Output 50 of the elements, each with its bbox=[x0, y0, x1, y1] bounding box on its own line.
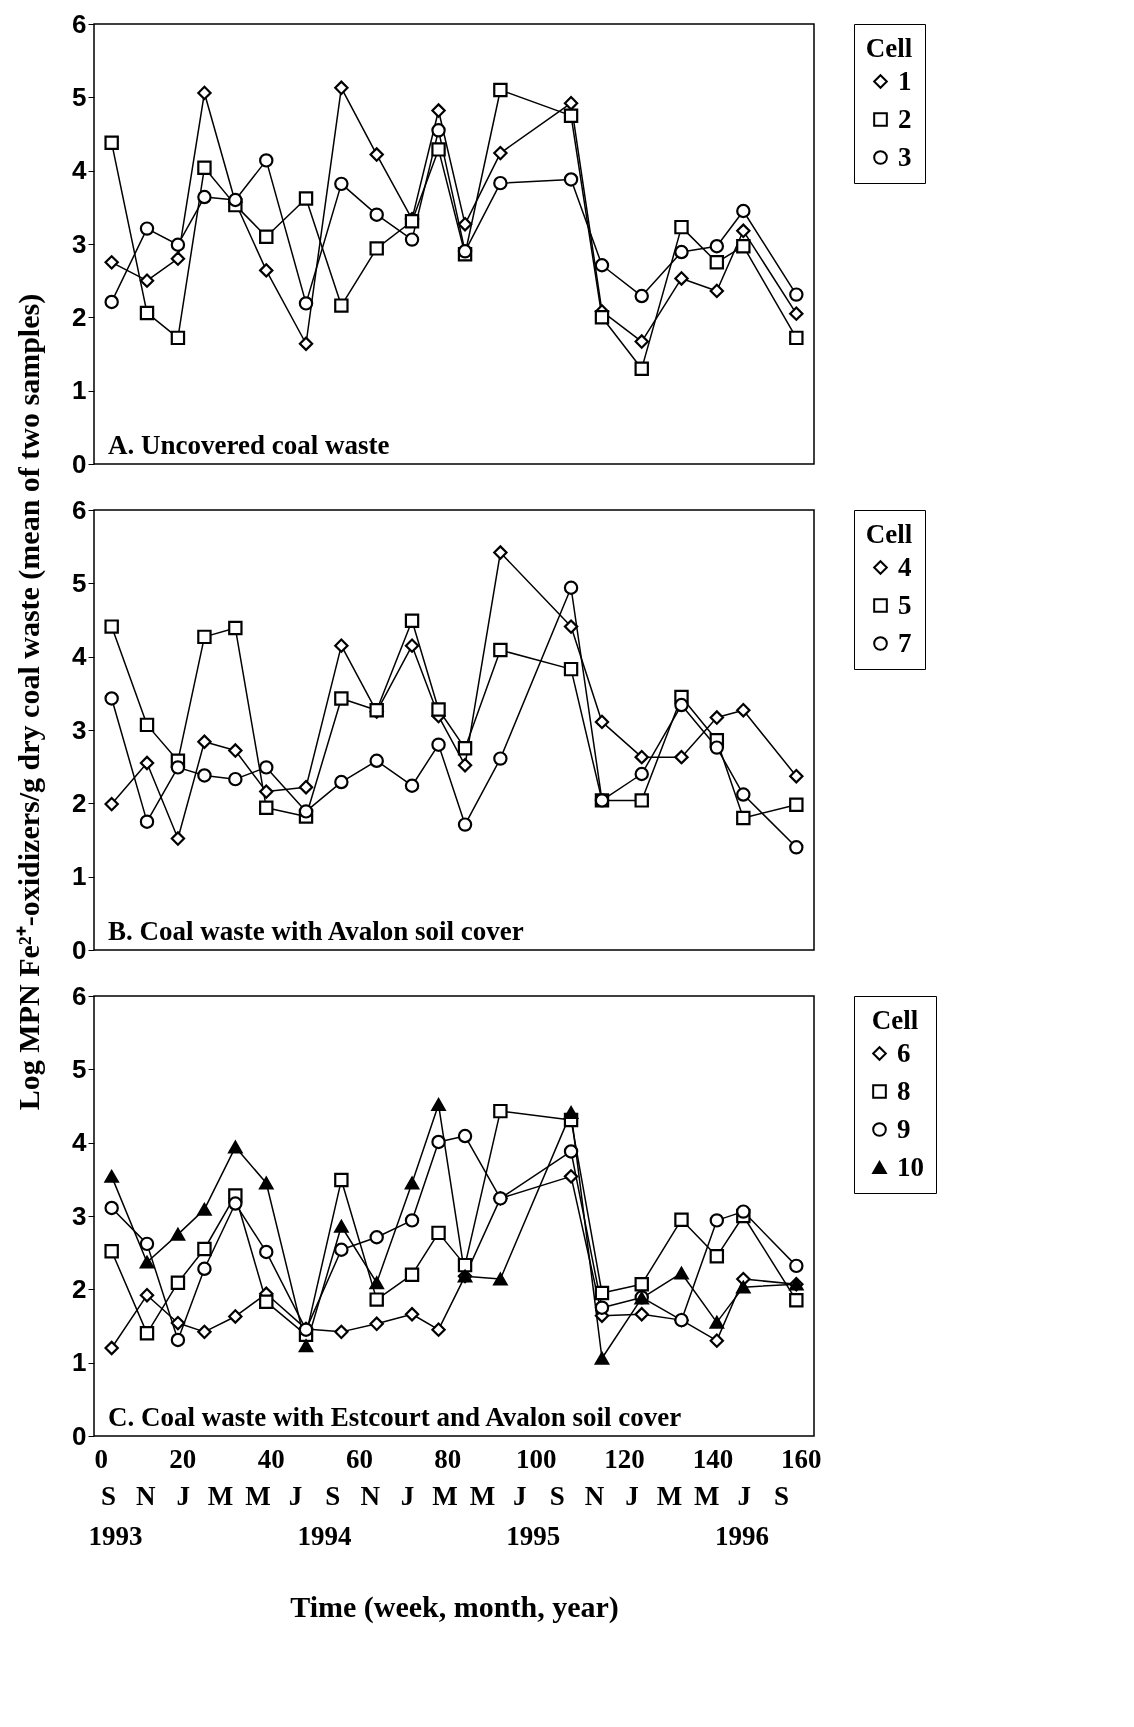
y-tick-label: 5 bbox=[72, 1053, 87, 1084]
y-axis-title: Log MPN Fe²⁺-oxidizers/g dry coal waste (mean of two samples) bbox=[12, 293, 46, 1111]
x-tick-label: 100 bbox=[515, 1443, 557, 1474]
legend-label: 3 bbox=[898, 141, 912, 172]
y-tick-label: 1 bbox=[72, 1347, 87, 1378]
y-tick-label: 3 bbox=[72, 228, 87, 259]
text: C. Coal waste with Estcourt and Avalon soil cover bbox=[108, 1402, 682, 1432]
y-tick-label: 0 bbox=[72, 448, 87, 479]
y-tick-label: 2 bbox=[72, 1273, 87, 1304]
legend-label: 4 bbox=[898, 551, 912, 582]
y-tick-label: 6 bbox=[72, 8, 87, 39]
legend-label: 9 bbox=[897, 1113, 911, 1144]
y-tick-label: 3 bbox=[72, 1200, 87, 1231]
x-tick-label: 20 bbox=[169, 1443, 197, 1474]
legend-label: 1 bbox=[898, 65, 912, 96]
legend-title: Cell bbox=[865, 33, 913, 63]
y-tick-label: 6 bbox=[72, 494, 87, 525]
text: S N J M M J S N J M M J S N J M M J S bbox=[100, 1481, 790, 1511]
y-tick-label: 5 bbox=[72, 567, 87, 598]
y-tick-label: 6 bbox=[72, 980, 87, 1011]
y-tick-label: 5 bbox=[72, 81, 87, 112]
legend-title: Cell bbox=[865, 519, 913, 549]
text: B. Coal waste with Avalon soil cover bbox=[108, 916, 524, 946]
text: A. Uncovered coal waste bbox=[108, 430, 390, 460]
y-tick-label: 0 bbox=[72, 934, 87, 965]
y-tick-label: 3 bbox=[72, 714, 87, 745]
legend-label: 10 bbox=[897, 1151, 924, 1182]
x-tick-label: 40 bbox=[257, 1443, 285, 1474]
y-tick-label: 2 bbox=[72, 787, 87, 818]
legend-title: Cell bbox=[871, 1005, 919, 1035]
x-tick-label: 140 bbox=[692, 1443, 734, 1474]
legend-label: 8 bbox=[897, 1075, 911, 1106]
legend-label: 6 bbox=[897, 1037, 911, 1068]
x-tick-label: 80 bbox=[434, 1443, 462, 1474]
legend-label: 2 bbox=[898, 103, 912, 134]
y-tick-label: 4 bbox=[72, 641, 88, 672]
y-tick-label: 1 bbox=[72, 375, 87, 406]
x-axis-title: Time (week, month, year) bbox=[290, 1589, 619, 1624]
y-tick-label: 4 bbox=[72, 1127, 88, 1158]
legend-label: 5 bbox=[898, 589, 912, 620]
legend-label: 7 bbox=[898, 627, 912, 658]
y-tick-label: 2 bbox=[72, 301, 87, 332]
x-tick-label: 120 bbox=[604, 1443, 645, 1474]
x-tick-label: 0 bbox=[94, 1443, 108, 1474]
y-tick-label: 1 bbox=[72, 861, 87, 892]
x-tick-label: 60 bbox=[346, 1443, 374, 1474]
text: 1993 1994 1995 1996 bbox=[88, 1521, 769, 1551]
x-tick-label: 160 bbox=[781, 1443, 822, 1474]
y-tick-label: 0 bbox=[72, 1420, 87, 1451]
y-tick-label: 4 bbox=[72, 155, 88, 186]
